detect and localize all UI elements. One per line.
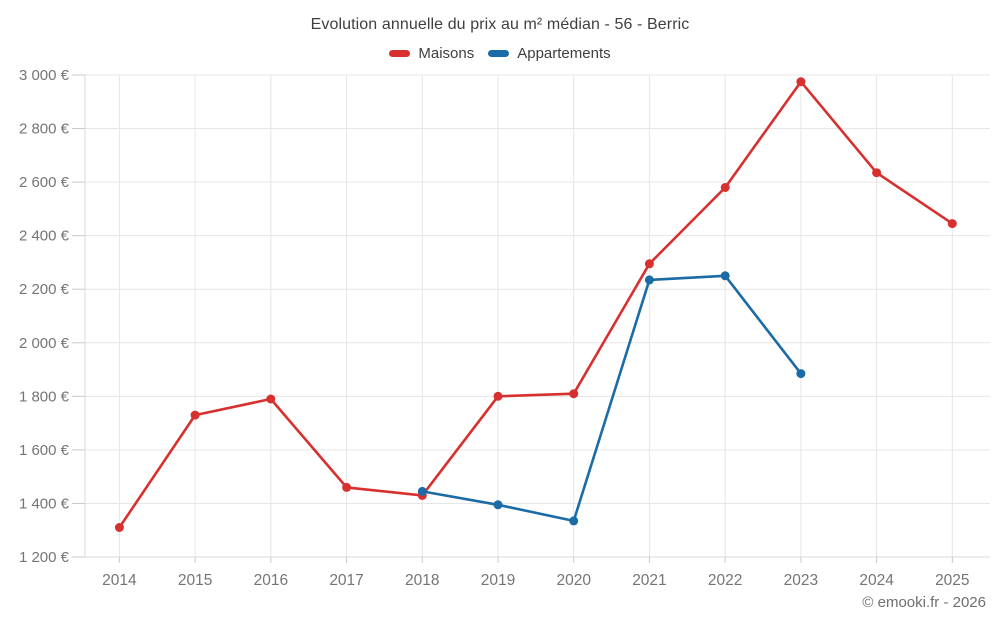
appartements-line <box>421 274 803 523</box>
x-axis-label: 2023 <box>784 572 818 589</box>
maisons-point-2015[interactable] <box>190 410 200 420</box>
x-axis-label: 2019 <box>481 572 515 589</box>
y-axis-label: 2 200 € <box>19 281 70 298</box>
legend-item-appartements[interactable]: Appartements <box>488 45 611 62</box>
legend: Maisons Appartements <box>0 45 1000 62</box>
maisons-series <box>114 77 957 532</box>
maisons-line <box>118 80 954 529</box>
credit-text: © emooki.fr - 2026 <box>862 594 986 611</box>
y-axis-label: 3 000 € <box>19 67 70 84</box>
x-axis-label: 2015 <box>178 572 212 589</box>
tick-marks <box>72 74 953 563</box>
appartements-point-2018[interactable] <box>417 486 427 496</box>
y-axis-label: 1 200 € <box>19 549 70 566</box>
x-axis-label: 2017 <box>329 572 363 589</box>
x-axis-label: 2022 <box>708 572 742 589</box>
x-axis-label: 2020 <box>556 572 591 589</box>
y-axis-label: 2 400 € <box>19 228 70 245</box>
legend-label-appartements: Appartements <box>517 45 611 62</box>
y-axis-label: 1 800 € <box>19 388 70 405</box>
x-axis-label: 2021 <box>632 572 666 589</box>
legend-label-maisons: Maisons <box>418 45 475 62</box>
maisons-point-2022[interactable] <box>720 183 730 192</box>
x-axis-label: 2014 <box>102 572 137 589</box>
appartements-series <box>417 271 806 526</box>
maisons-point-2017[interactable] <box>342 482 352 492</box>
maisons-point-2014[interactable] <box>114 523 124 532</box>
maisons-swatch-icon <box>389 50 411 57</box>
x-axis-label: 2024 <box>859 572 894 589</box>
axis-labels: 1 200 € 1 400 € 1 600 € 1 800 € 2 000 € 2 200… <box>19 67 970 589</box>
x-axis-label: 2018 <box>405 572 439 589</box>
legend-item-maisons[interactable]: Maisons <box>389 45 474 62</box>
appartements-point-2022[interactable] <box>720 271 730 281</box>
maisons-point-2019[interactable] <box>493 391 503 401</box>
maisons-point-2021[interactable] <box>644 259 654 269</box>
y-axis-label: 1 400 € <box>19 495 70 512</box>
x-axis-label: 2016 <box>254 572 288 589</box>
maisons-point-2016[interactable] <box>266 394 276 404</box>
appartements-point-2020[interactable] <box>569 516 579 526</box>
maisons-point-2023[interactable] <box>796 77 806 87</box>
appartements-swatch-icon <box>488 50 510 57</box>
y-axis-label: 2 000 € <box>19 335 70 352</box>
gridlines <box>85 74 990 558</box>
maisons-point-2025[interactable] <box>947 219 957 229</box>
maisons-point-2020[interactable] <box>569 389 579 399</box>
appartements-point-2019[interactable] <box>493 500 503 510</box>
y-axis-label: 2 600 € <box>19 174 70 191</box>
appartements-point-2021[interactable] <box>644 275 654 285</box>
chart-title: Evolution annuelle du prix au m² médian … <box>310 16 690 33</box>
y-axis-label: 1 600 € <box>19 442 70 459</box>
x-axis-label: 2025 <box>935 572 969 589</box>
appartements-point-2023[interactable] <box>796 369 806 379</box>
maisons-point-2024[interactable] <box>872 168 882 178</box>
y-axis-label: 2 800 € <box>19 121 70 138</box>
